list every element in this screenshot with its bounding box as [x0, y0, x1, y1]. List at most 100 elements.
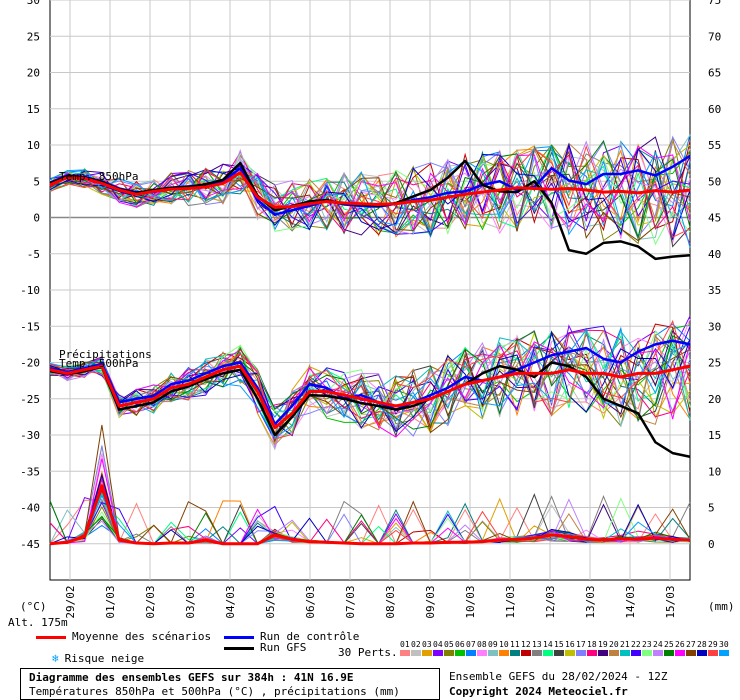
member-number: 05	[444, 640, 454, 649]
member-swatch	[400, 650, 410, 656]
x-tick-label: 13/03	[584, 585, 597, 618]
member-swatch	[664, 650, 674, 656]
member-swatch	[499, 650, 509, 656]
right-tick-label: 20	[708, 393, 721, 406]
legend-gfs-swatch	[224, 646, 254, 650]
right-tick-label: 70	[708, 30, 721, 43]
right-tick-label: 75	[708, 0, 721, 7]
legend-mean-swatch	[36, 635, 66, 639]
member-swatch	[554, 650, 564, 656]
member-number: 19	[598, 640, 608, 649]
x-tick-label: 09/03	[424, 585, 437, 618]
right-tick-label: 55	[708, 139, 721, 152]
member-line-850	[49, 145, 691, 232]
x-tick-label: 12/03	[544, 585, 557, 618]
series-precip	[49, 484, 691, 546]
member-swatch	[642, 650, 652, 656]
x-tick-label: 11/03	[504, 585, 517, 618]
member-swatch	[675, 650, 685, 656]
legend-control-label: Run de contrôle	[260, 630, 360, 643]
legend-snow-label: Risque neige	[64, 652, 145, 665]
member-number: 04	[433, 640, 443, 649]
member-number: 02	[411, 640, 421, 649]
x-tick-label: 14/03	[624, 585, 637, 618]
x-tick-label: 04/03	[224, 585, 237, 618]
series-mean500	[49, 364, 691, 430]
right-tick-label: 15	[708, 429, 721, 442]
legend-mean: Moyenne des scénarios	[36, 630, 211, 643]
altitude-label: Alt. 175m	[8, 616, 68, 628]
left-tick-label: 10	[27, 139, 40, 152]
left-tick-label: -30	[20, 429, 40, 442]
x-tick-label: 10/03	[464, 585, 477, 618]
legend-snow: ❄ Risque neige	[52, 652, 144, 665]
right-tick-label: 5	[708, 502, 715, 515]
member-swatch	[411, 650, 421, 656]
left-tick-label: -35	[20, 465, 40, 478]
right-tick-label: 25	[708, 357, 721, 370]
member-number: 30	[719, 640, 729, 649]
member-swatch	[444, 650, 454, 656]
member-number: 20	[609, 640, 619, 649]
label-temp-850: Temp. 850hPa	[59, 170, 138, 183]
member-number: 29	[708, 640, 718, 649]
member-number: 27	[686, 640, 696, 649]
left-tick-label: -15	[20, 320, 40, 333]
right-tick-label: 30	[708, 320, 721, 333]
member-line-850	[49, 146, 691, 248]
right-tick-label: 10	[708, 465, 721, 478]
member-number: 08	[477, 640, 487, 649]
member-number: 01	[400, 640, 410, 649]
left-tick-label: -45	[20, 538, 40, 551]
member-swatch	[532, 650, 542, 656]
member-number: 11	[510, 640, 520, 649]
member-swatch	[697, 650, 707, 656]
member-swatch	[587, 650, 597, 656]
legend: Moyenne des scénarios Run de contrôle Ru…	[0, 628, 740, 700]
footer-copyright: Copyright 2024 Meteociel.fr	[449, 685, 628, 698]
member-swatch	[543, 650, 553, 656]
right-tick-label: 0	[708, 538, 715, 551]
legend-perts: 30 Perts.	[338, 646, 398, 659]
left-tick-label: -25	[20, 393, 40, 406]
grid	[50, 0, 690, 580]
member-number: 25	[664, 640, 674, 649]
member-number: 26	[675, 640, 685, 649]
member-number: 13	[532, 640, 542, 649]
member-number: 14	[543, 640, 553, 649]
member-number: 03	[422, 640, 432, 649]
legend-control: Run de contrôle	[224, 630, 359, 643]
member-swatch	[565, 650, 575, 656]
right-tick-label: 65	[708, 67, 721, 80]
member-swatch	[686, 650, 696, 656]
right-tick-label: 60	[708, 103, 721, 116]
member-line-500	[49, 330, 691, 418]
member-number: 17	[576, 640, 586, 649]
left-tick-label: -10	[20, 284, 40, 297]
left-tick-label: 0	[33, 212, 40, 225]
right-axis-unit: (mm)	[708, 600, 735, 613]
member-swatch	[488, 650, 498, 656]
member-number: 09	[488, 640, 498, 649]
member-swatch	[455, 650, 465, 656]
footer-title: Diagramme des ensembles GEFS sur 384h : …	[29, 671, 354, 684]
left-tick-label: 20	[27, 67, 40, 80]
member-swatch	[422, 650, 432, 656]
left-tick-label: 30	[27, 0, 40, 7]
legend-gfs: Run GFS	[224, 641, 306, 654]
member-number: 12	[521, 640, 531, 649]
member-swatch	[719, 650, 729, 656]
member-swatch	[521, 650, 531, 656]
x-tick-label: 07/03	[344, 585, 357, 618]
left-tick-label: -5	[27, 248, 40, 261]
member-swatch	[653, 650, 663, 656]
member-number: 16	[565, 640, 575, 649]
member-swatch	[620, 650, 630, 656]
member-line-500	[49, 319, 691, 440]
x-tick-label: 03/03	[184, 585, 197, 618]
left-tick-label: -20	[20, 357, 40, 370]
series-mean850	[49, 171, 691, 209]
x-tick-label: 15/03	[664, 585, 677, 618]
member-number: 28	[697, 640, 707, 649]
